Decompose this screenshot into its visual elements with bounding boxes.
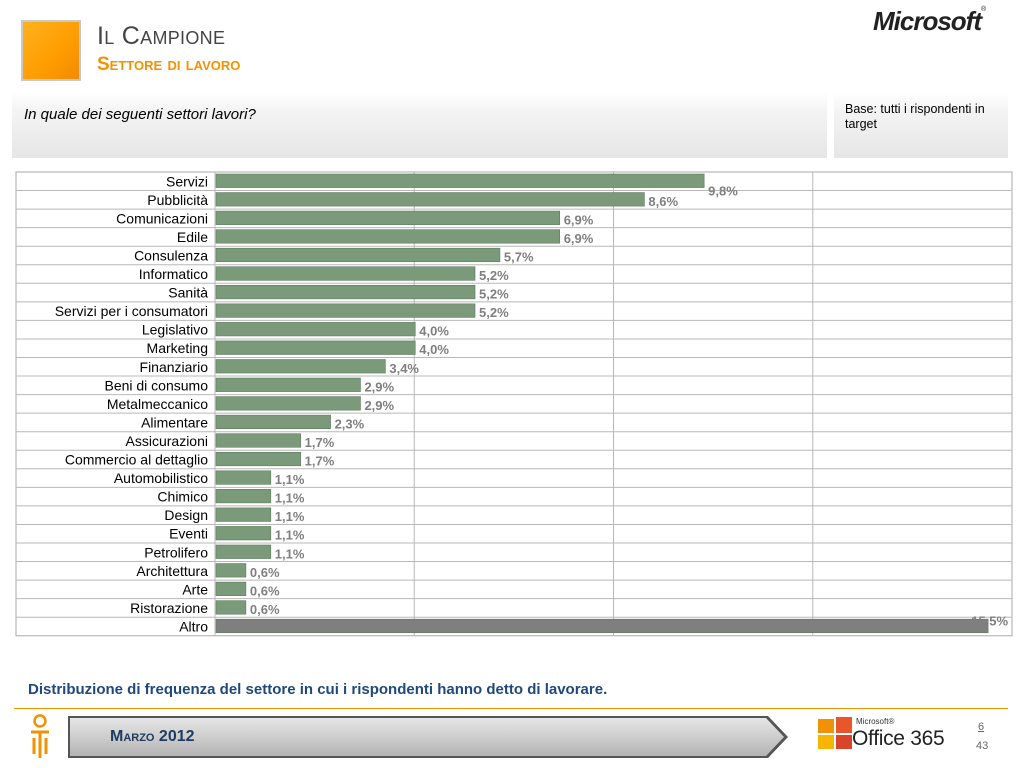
category-label: Metalmeccanico bbox=[107, 396, 208, 412]
bar bbox=[215, 526, 272, 541]
date-ribbon bbox=[68, 716, 788, 758]
category-label: Marketing bbox=[147, 340, 208, 356]
data-label: 6,9% bbox=[564, 212, 594, 227]
data-label: 5,2% bbox=[479, 268, 509, 283]
category-label: Chimico bbox=[157, 489, 208, 505]
data-label: 1,1% bbox=[275, 546, 305, 561]
office-product-name: Office 365 bbox=[852, 727, 945, 750]
data-label: 1,7% bbox=[305, 435, 335, 450]
bar bbox=[215, 563, 247, 578]
bar bbox=[215, 414, 331, 429]
bar bbox=[215, 377, 361, 392]
category-label: Eventi bbox=[169, 526, 208, 542]
bar bbox=[215, 507, 272, 522]
data-label: 1,1% bbox=[275, 491, 305, 506]
bar bbox=[215, 396, 361, 411]
category-label: Comunicazioni bbox=[116, 210, 208, 226]
data-label: 2,9% bbox=[364, 398, 394, 413]
footer-date: Marzo 2012 bbox=[110, 728, 195, 745]
category-label: Design bbox=[164, 507, 208, 523]
data-label: 4,0% bbox=[419, 324, 449, 339]
category-label: Petrolifero bbox=[144, 544, 208, 560]
data-label: 0,6% bbox=[250, 565, 280, 580]
footer-divider bbox=[14, 708, 1008, 709]
category-label: Ristorazione bbox=[130, 600, 208, 616]
data-label: 8,6% bbox=[648, 194, 678, 209]
brand-name: Microsoft bbox=[873, 6, 982, 36]
bar bbox=[215, 359, 386, 374]
page-title: Il Campione bbox=[97, 22, 226, 50]
category-label: Consulenza bbox=[134, 247, 208, 263]
bar-chart: Servizi 9,8% Pubblicità 8,6% Comunicazioni 6,… bbox=[15, 171, 1013, 637]
bar bbox=[215, 581, 247, 596]
category-label: Assicurazioni bbox=[126, 433, 208, 449]
bar bbox=[215, 266, 476, 281]
category-label: Alimentare bbox=[141, 414, 208, 430]
base-text: Base: tutti i rispondenti in target bbox=[845, 102, 985, 131]
data-label: 5,2% bbox=[479, 305, 509, 320]
data-label: 1,7% bbox=[305, 454, 335, 469]
bar bbox=[215, 489, 272, 504]
brand-mark: ® bbox=[981, 6, 986, 13]
bar bbox=[215, 173, 705, 188]
bar bbox=[215, 192, 645, 207]
data-label: 1,1% bbox=[275, 509, 305, 524]
chart-caption: Distribuzione di frequenza del settore i… bbox=[28, 681, 608, 698]
category-label: Sanità bbox=[168, 285, 208, 301]
page-number[interactable]: 6 bbox=[978, 721, 985, 733]
bar bbox=[215, 247, 501, 263]
bar bbox=[215, 600, 247, 615]
category-label: Finanziario bbox=[140, 359, 209, 375]
bar bbox=[215, 433, 301, 448]
bar bbox=[215, 303, 476, 318]
page-subtitle: Settore di lavoro bbox=[97, 54, 241, 75]
data-label: 0,6% bbox=[250, 583, 280, 598]
data-label: 6,9% bbox=[564, 231, 594, 246]
category-label: Commercio al dettaglio bbox=[65, 452, 208, 468]
data-label: 2,9% bbox=[364, 379, 394, 394]
data-label: 4,0% bbox=[419, 342, 449, 357]
bar bbox=[215, 618, 989, 634]
data-label: 1,1% bbox=[275, 472, 305, 487]
chart-frame bbox=[15, 171, 1013, 637]
bar bbox=[215, 340, 416, 355]
question-text: In quale dei seguenti settori lavori? bbox=[24, 106, 256, 123]
data-label: 9,8% bbox=[708, 183, 738, 198]
data-label: 5,2% bbox=[479, 287, 509, 302]
microsoft-logo: Microsoft® bbox=[873, 6, 986, 37]
person-icon bbox=[31, 714, 49, 758]
data-label: 1,1% bbox=[275, 528, 305, 543]
data-label: 5,7% bbox=[504, 249, 534, 264]
category-label: Legislativo bbox=[142, 322, 208, 338]
bar bbox=[215, 229, 561, 244]
category-label: Servizi bbox=[166, 173, 208, 189]
category-label: Arte bbox=[182, 581, 208, 597]
office-logo-icon bbox=[818, 717, 852, 749]
data-label: 15,5% bbox=[971, 613, 1008, 628]
bar bbox=[215, 470, 272, 485]
category-label: Informatico bbox=[139, 266, 208, 282]
bar bbox=[215, 210, 561, 225]
category-label: Automobilistico bbox=[114, 470, 208, 486]
data-label: 3,4% bbox=[389, 361, 419, 376]
question-box: In quale dei seguenti settori lavori? bbox=[12, 92, 827, 158]
data-label: 2,3% bbox=[335, 416, 365, 431]
base-box: Base: tutti i rispondenti in target bbox=[834, 92, 1008, 158]
category-label: Beni di consumo bbox=[104, 377, 208, 393]
category-label: Servizi per i consumatori bbox=[55, 303, 208, 319]
bar bbox=[215, 544, 272, 559]
bar bbox=[215, 322, 416, 337]
page-total: 43 bbox=[976, 740, 989, 752]
category-label: Altro bbox=[179, 618, 208, 634]
data-label: 0,6% bbox=[250, 602, 280, 617]
category-label: Edile bbox=[177, 229, 208, 245]
orange-square-logo bbox=[21, 20, 81, 81]
bar bbox=[215, 284, 476, 300]
category-label: Architettura bbox=[136, 563, 208, 579]
office-brand-small: Microsoft® bbox=[856, 717, 895, 726]
bar bbox=[215, 451, 301, 467]
category-label: Pubblicità bbox=[147, 192, 208, 208]
